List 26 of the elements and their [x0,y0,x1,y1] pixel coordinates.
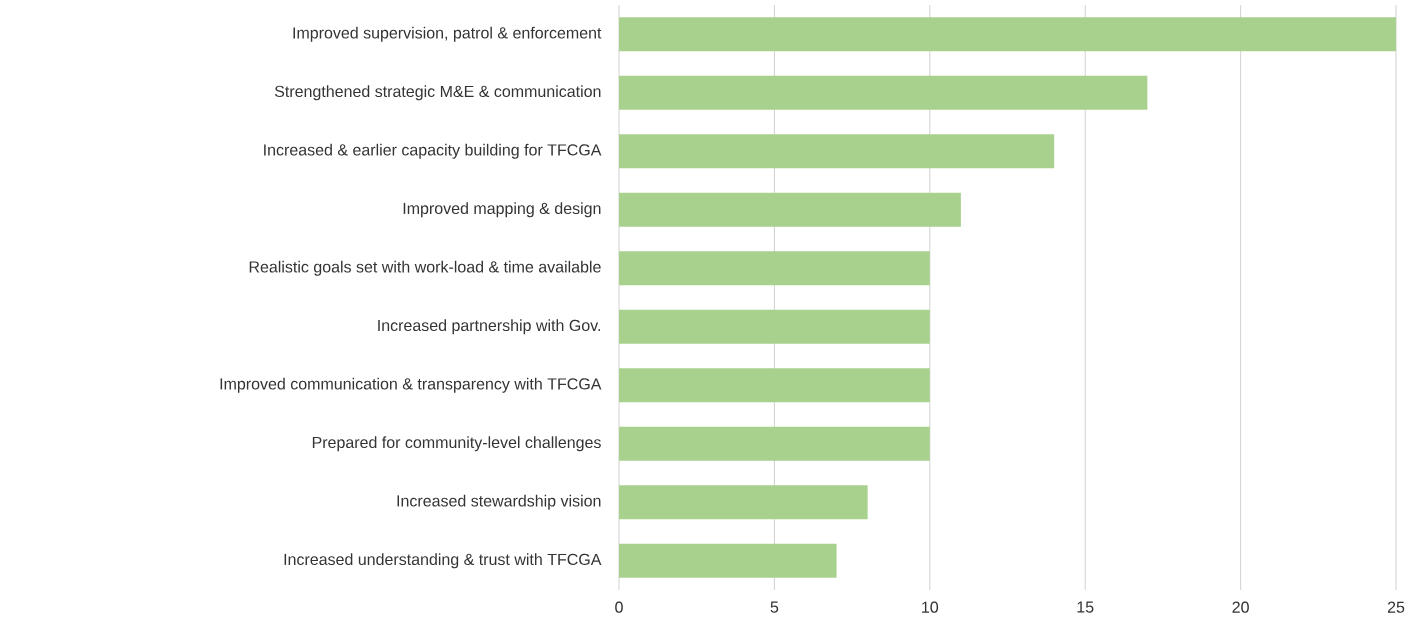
y-tick-label: Improved supervision, patrol & enforcement [293,26,602,42]
y-tick-label: Prepared for community-level challenges [312,436,601,452]
bar [619,134,1055,169]
y-tick-label: Increased stewardship vision [397,494,601,510]
x-tick-label: 25 [1387,601,1405,613]
bar [619,368,930,403]
bar [619,192,961,227]
bar [619,17,1397,52]
bar [619,426,930,461]
y-tick-label: Improved communication & transparency with TFCGA [220,377,602,393]
y-tick-label: Increased understanding & trust with TFCGA [284,553,602,569]
bar [619,251,930,286]
x-tick-label: 15 [1077,601,1094,613]
x-tick-label: 20 [1232,601,1249,613]
y-tick-label: Increased partnership with Gov. [378,319,600,335]
x-tick-label: 5 [770,601,779,613]
y-tick-label: Strengthened strategic M&E & communication [274,85,601,101]
y-tick-label: Improved mapping & design [403,202,601,218]
bar [619,485,868,520]
x-tick-label: 10 [922,601,939,613]
y-tick-label: Realistic goals set with work-load & time available [249,260,601,276]
bar [619,309,930,344]
bar [619,75,1148,110]
bar [619,543,837,578]
x-tick-label: 0 [615,601,623,613]
y-tick-label: Increased & earlier capacity building for TFCGA [264,143,602,159]
